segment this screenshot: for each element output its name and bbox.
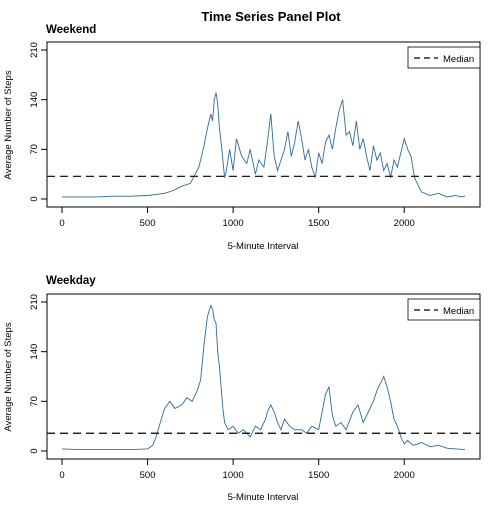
x-tick-label: 1000 — [223, 218, 244, 229]
y-tick-label: 70 — [29, 144, 40, 155]
series-line — [62, 92, 466, 198]
y-tick-label: 140 — [29, 92, 40, 108]
x-axis-label: 5-Minute Interval — [228, 492, 299, 503]
x-ticks: 0 500 1000 1500 2000 — [59, 207, 415, 229]
y-tick-label: 0 — [29, 448, 40, 453]
y-ticks: 0 70 140 210 — [29, 42, 47, 202]
legend-median-label: Median — [443, 54, 474, 65]
y-tick-label: 140 — [29, 344, 40, 360]
legend-box — [407, 46, 481, 69]
x-axis-label: 5-Minute Interval — [228, 241, 299, 252]
y-axis-label: Average Number of Steps — [3, 70, 14, 179]
legend-median-label: Median — [443, 306, 474, 317]
y-ticks: 0 70 140 210 — [29, 294, 47, 454]
legend: Median — [407, 46, 481, 69]
y-tick-label: 210 — [29, 42, 40, 58]
x-tick-label: 1500 — [308, 470, 329, 481]
series-line — [61, 304, 466, 451]
legend-box — [407, 298, 481, 321]
panel-weekend: Weekend 5-Minute Interval Average Number… — [3, 24, 481, 252]
y-tick-label: 70 — [29, 396, 40, 407]
x-tick-label: 1500 — [308, 218, 329, 229]
y-tick-label: 0 — [29, 196, 40, 201]
x-tick-label: 0 — [59, 470, 64, 481]
plot-frame — [46, 41, 481, 208]
x-tick-label: 500 — [140, 218, 156, 229]
legend: Median — [407, 298, 481, 321]
y-axis-label: Average Number of Steps — [3, 322, 14, 431]
x-tick-label: 1000 — [223, 470, 244, 481]
x-tick-label: 2000 — [394, 218, 415, 229]
x-tick-label: 2000 — [394, 470, 415, 481]
panel-title: Weekend — [46, 24, 96, 36]
chart-title: Time Series Panel Plot — [201, 9, 341, 24]
x-ticks: 0 500 1000 1500 2000 — [59, 459, 415, 481]
panel-title: Weekday — [46, 275, 96, 287]
y-tick-label: 210 — [29, 294, 40, 310]
plot-frame — [46, 293, 481, 460]
x-tick-label: 500 — [140, 470, 156, 481]
x-tick-label: 0 — [59, 218, 64, 229]
panel-weekday: Weekday 5-Minute Interval Average Number… — [3, 275, 481, 503]
